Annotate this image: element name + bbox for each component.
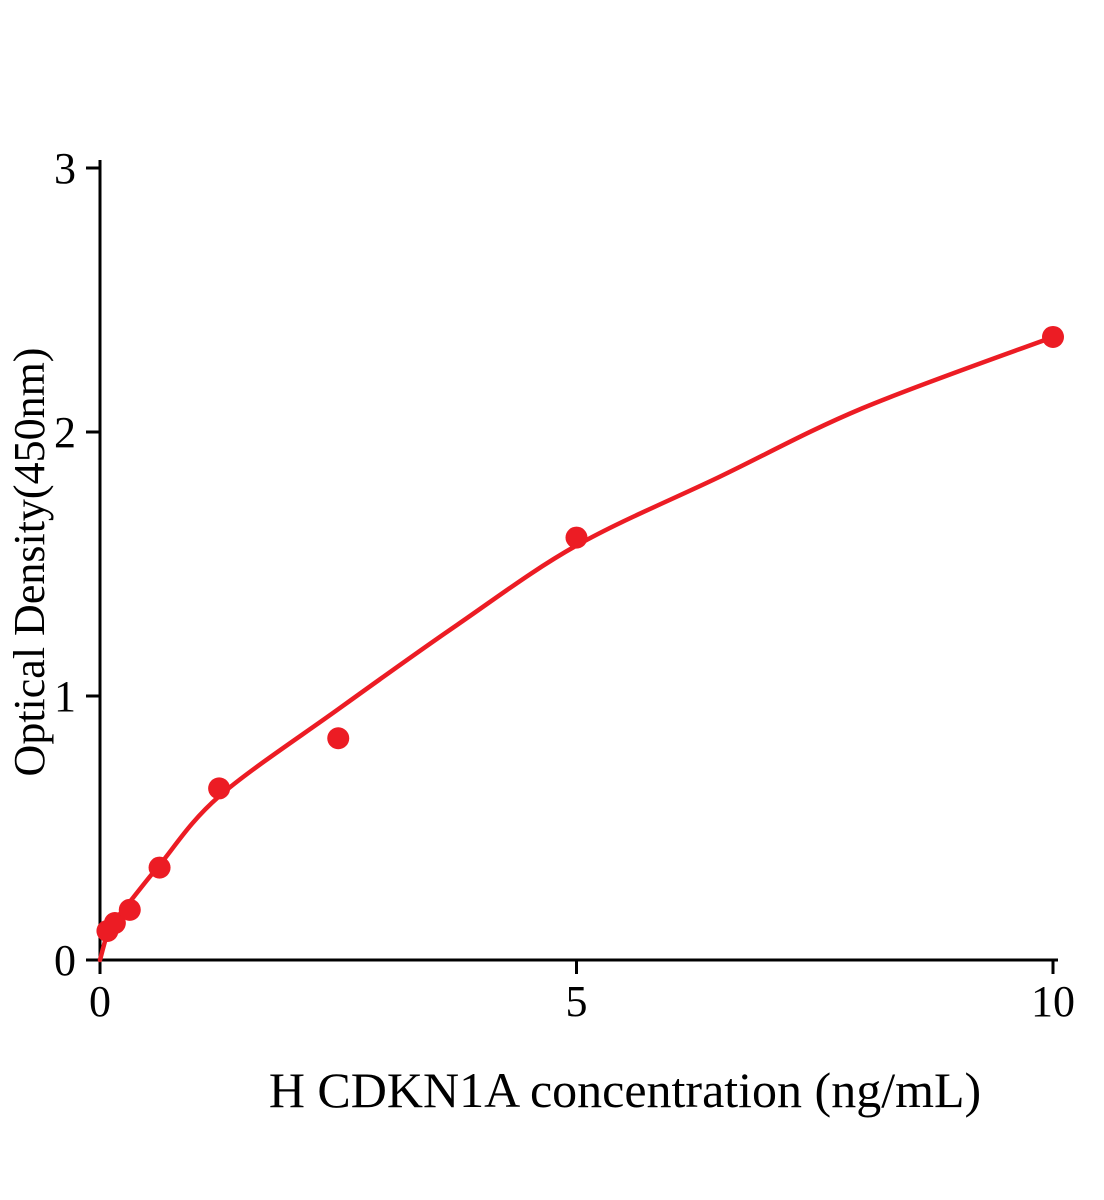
x-axis-title: H CDKN1A concentration (ng/mL) [268,1062,982,1118]
data-point [208,777,231,800]
x-tick-label: 10 [1031,977,1075,1026]
data-point [148,856,171,879]
data-point [1042,325,1064,348]
y-tick-label: 2 [54,408,76,457]
y-tick-label: 3 [54,144,76,193]
y-axis-title: Optical Density(450nm) [5,347,54,777]
data-point [118,898,141,921]
y-tick-label: 1 [54,672,76,721]
data-point [565,526,588,549]
fit-curve [97,334,1056,963]
data-point [327,727,350,750]
x-tick-label: 0 [89,977,111,1026]
x-tick-label: 5 [566,977,588,1026]
data-point [103,912,126,935]
y-tick-label: 0 [54,936,76,985]
